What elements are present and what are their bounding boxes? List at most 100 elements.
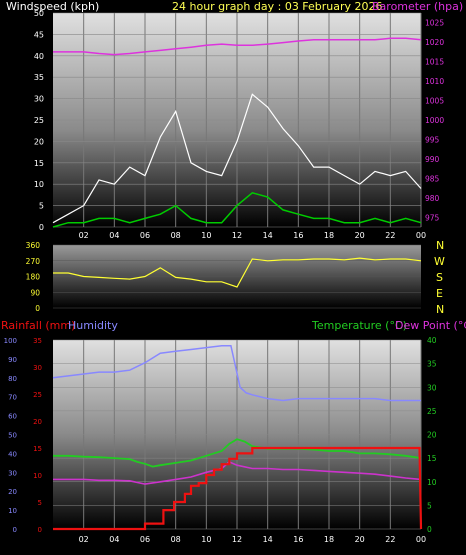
humidity-axis-label: Humidity [68, 319, 118, 332]
x-tick-label: 06 [140, 231, 150, 240]
x-tick-label: 08 [171, 231, 181, 240]
wind-avg-line [52, 191, 422, 228]
humidity-y-tick-label: 90 [8, 356, 17, 364]
temp-y-tick-label: 0 [427, 525, 432, 534]
x-tick-label: 04 [109, 535, 119, 544]
temp-y-ticks: 0 5 10 15 20 25 30 35 40 [427, 336, 437, 534]
x-tick-label: 10 [201, 535, 211, 544]
x-tick-label: 02 [79, 231, 89, 240]
wind-avg-series [52, 191, 422, 228]
x-tick-label: 22 [385, 231, 395, 240]
wind-y-tick-label: 5 [39, 202, 44, 211]
direction-y-tick-label: 180 [26, 273, 41, 282]
humidity-y-tick-label: 100 [4, 337, 17, 345]
humidity-y-tick-label: 70 [8, 394, 17, 402]
humidity-y-tick-label: 50 [8, 432, 17, 440]
wind-y-tick-label: 45 [34, 30, 44, 39]
direction-y-tick-label: 0 [35, 304, 40, 313]
x-tick-label: 08 [171, 535, 181, 544]
wind-axis-label: Windspeed (kph) [6, 0, 99, 13]
x-tick-label: 00 [416, 535, 426, 544]
x-tick-label: 14 [263, 231, 273, 240]
rain-y-tick-label: 20 [33, 418, 42, 426]
barometer-y-ticks: 975 980 985 990 995 1000 1005 1010 1015 1020 1025 [425, 19, 444, 223]
barometer-y-tick-label: 995 [425, 135, 440, 144]
x-tick-label: 12 [232, 231, 242, 240]
barometer-y-tick-label: 1020 [425, 38, 444, 47]
dewpoint-line [53, 460, 422, 485]
humidity-y-tick-label: 10 [8, 507, 17, 515]
temp-y-tick-label: 15 [427, 454, 437, 463]
wind-x-ticks: 02 04 06 08 10 12 14 16 18 20 22 00 [79, 231, 427, 240]
compass-w: W [434, 255, 445, 268]
x-tick-label: 16 [293, 231, 303, 240]
compass-e: E [436, 287, 443, 300]
barometer-line [53, 37, 422, 56]
temp-y-tick-label: 25 [427, 407, 437, 416]
temp-y-tick-label: 20 [427, 431, 437, 440]
x-tick-label: 18 [324, 231, 334, 240]
wind-y-tick-label: 30 [34, 95, 44, 104]
temp-y-tick-label: 30 [427, 383, 437, 392]
rain-y-tick-label: 0 [38, 526, 42, 534]
x-tick-label: 22 [385, 535, 395, 544]
x-tick-label: 12 [232, 535, 242, 544]
barometer-y-tick-label: 1000 [425, 116, 444, 125]
wind-y-tick-label: 50 [34, 9, 44, 18]
humidity-y-tick-label: 40 [8, 450, 17, 458]
x-tick-label: 10 [201, 231, 211, 240]
compass-s: S [436, 271, 443, 284]
wind-y-tick-label: 20 [34, 137, 44, 146]
wind-y-tick-label: 40 [34, 52, 44, 61]
barometer-y-tick-label: 990 [425, 155, 440, 164]
direction-y-tick-label: 90 [30, 288, 40, 297]
wind-grid [53, 12, 422, 228]
wind-y-tick-label: 35 [34, 73, 44, 82]
humidity-y-tick-label: 80 [8, 375, 17, 383]
rain-y-tick-label: 25 [33, 391, 42, 399]
direction-y-tick-label: 360 [26, 241, 41, 250]
barometer-y-tick-label: 1010 [425, 77, 444, 86]
temperature-line [53, 438, 422, 468]
temp-y-tick-label: 40 [427, 336, 437, 345]
direction-grid [53, 244, 421, 309]
barometer-y-tick-label: 1015 [425, 58, 444, 67]
wind-y-tick-label: 15 [34, 159, 44, 168]
rain-y-tick-label: 35 [33, 337, 42, 345]
rain-humidity-y-ticks: 0 10 20 30 40 50 60 70 80 90 100 0 5 10 15 20 25 30 35 [4, 337, 42, 534]
wind-y-tick-label: 0 [39, 223, 44, 232]
rainfall-axis-label: Rainfall (mm) [1, 319, 75, 332]
wind-y-ticks: 0 5 10 15 20 25 30 35 40 45 50 [34, 9, 44, 232]
barometer-axis-label: Barometer (hpa) [372, 0, 463, 13]
temp-y-tick-label: 5 [427, 501, 432, 510]
humidity-y-tick-label: 60 [8, 413, 17, 421]
barometer-y-tick-label: 980 [425, 194, 440, 203]
compass-n-bottom: N [436, 303, 444, 316]
wind-y-tick-label: 10 [34, 180, 44, 189]
temperature-axis-label: Temperature (°C) [311, 319, 407, 332]
humidity-y-tick-label: 30 [8, 469, 17, 477]
wind-direction-line [53, 257, 422, 288]
rain-y-tick-label: 5 [38, 499, 42, 507]
barometer-y-tick-label: 1025 [425, 19, 444, 28]
rainfall-line [53, 446, 423, 531]
direction-y-ticks: 0 90 180 270 360 [26, 241, 41, 313]
compass-n-top: N [436, 239, 444, 252]
wind-direction-series [53, 257, 422, 288]
wind-y-tick-label: 25 [34, 116, 44, 125]
barometer-y-tick-label: 985 [425, 174, 440, 183]
direction-y-tick-label: 270 [26, 257, 41, 266]
x-tick-label: 04 [109, 231, 119, 240]
temp-y-tick-label: 35 [427, 360, 437, 369]
wind-gust-line [52, 93, 422, 224]
chart-title: 24 hour graph day : 03 February 2026 [172, 0, 383, 13]
x-tick-label: 02 [79, 535, 89, 544]
temp-series [52, 344, 423, 531]
humidity-line [52, 344, 421, 402]
x-tick-label: 14 [263, 535, 273, 544]
barometer-y-tick-label: 975 [425, 213, 440, 222]
x-tick-label: 00 [416, 231, 426, 240]
x-tick-label: 20 [355, 535, 365, 544]
humidity-y-tick-label: 20 [8, 488, 17, 496]
barometer-series [53, 37, 422, 56]
